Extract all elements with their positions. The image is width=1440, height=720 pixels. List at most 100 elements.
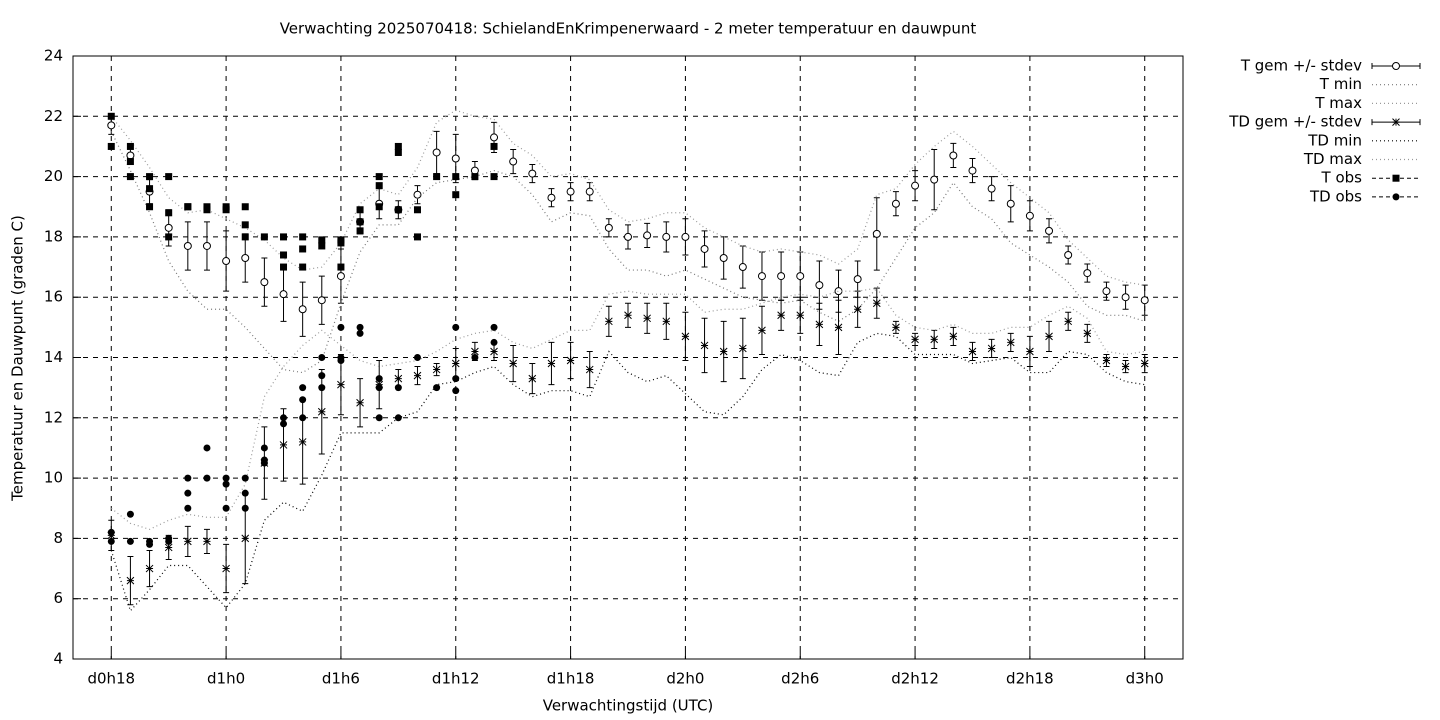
y-tick-label: 18 xyxy=(44,227,63,245)
marker xyxy=(1083,269,1092,278)
marker xyxy=(146,185,154,193)
marker xyxy=(834,323,843,332)
marker xyxy=(336,272,345,281)
marker xyxy=(126,173,134,181)
marker xyxy=(394,142,402,150)
marker xyxy=(375,384,383,392)
x-tick-label: d1h0 xyxy=(207,670,245,688)
marker xyxy=(413,354,421,361)
marker xyxy=(375,173,383,181)
marker xyxy=(1121,293,1130,302)
marker xyxy=(164,223,173,232)
marker xyxy=(700,341,709,350)
marker xyxy=(853,305,862,314)
marker xyxy=(375,203,383,211)
marker xyxy=(375,414,383,422)
marker xyxy=(260,233,268,241)
marker xyxy=(1102,287,1111,296)
y-tick-label: 14 xyxy=(44,348,63,366)
marker xyxy=(165,209,173,217)
marker xyxy=(165,537,173,545)
legend-label: TD max xyxy=(1303,150,1362,168)
marker xyxy=(222,504,230,512)
marker xyxy=(452,375,460,383)
marker xyxy=(280,414,288,422)
marker xyxy=(452,387,460,395)
legend-marker xyxy=(1392,174,1400,182)
marker xyxy=(911,181,920,190)
marker xyxy=(222,257,231,266)
x-tick-label: d2h18 xyxy=(1006,670,1054,688)
marker xyxy=(203,537,211,546)
marker xyxy=(604,223,613,232)
marker xyxy=(1083,329,1092,338)
marker xyxy=(280,251,288,259)
marker xyxy=(318,384,326,392)
marker xyxy=(241,474,249,482)
marker xyxy=(624,311,632,320)
range-line xyxy=(110,332,1145,612)
marker xyxy=(299,414,307,422)
marker xyxy=(509,157,518,166)
marker xyxy=(547,193,556,202)
y-tick-label: 4 xyxy=(53,650,63,668)
marker xyxy=(585,365,594,374)
marker xyxy=(987,344,996,353)
marker xyxy=(490,173,498,181)
marker xyxy=(949,332,958,341)
marker xyxy=(1140,296,1149,305)
marker xyxy=(299,245,307,253)
marker xyxy=(202,241,211,250)
marker xyxy=(280,233,288,241)
marker xyxy=(681,232,690,241)
marker xyxy=(528,169,537,178)
marker xyxy=(777,272,786,281)
marker xyxy=(758,326,766,335)
marker xyxy=(1025,211,1034,220)
marker xyxy=(222,206,230,214)
x-tick-label: d2h0 xyxy=(666,670,704,688)
marker xyxy=(1102,356,1111,365)
y-tick-label: 16 xyxy=(44,288,63,306)
marker xyxy=(413,190,422,199)
marker xyxy=(298,305,307,314)
marker xyxy=(356,329,364,337)
marker xyxy=(375,182,383,190)
marker xyxy=(356,323,364,331)
marker xyxy=(164,543,173,552)
y-tick-label: 10 xyxy=(44,469,63,487)
marker xyxy=(1006,199,1015,208)
y-tick-label: 6 xyxy=(53,589,63,607)
x-tick-label: d1h12 xyxy=(432,670,480,688)
marker xyxy=(279,290,288,299)
marker xyxy=(356,206,364,214)
marker xyxy=(566,187,575,196)
x-tick-label: d0h18 xyxy=(87,670,135,688)
legend-label: TD min xyxy=(1307,131,1362,149)
marker xyxy=(222,480,230,488)
marker xyxy=(184,474,192,482)
marker xyxy=(280,263,288,271)
marker xyxy=(1064,250,1073,259)
x-tick-label: d2h6 xyxy=(781,670,819,688)
marker xyxy=(528,374,537,383)
marker xyxy=(107,121,116,130)
marker xyxy=(241,254,250,263)
marker xyxy=(183,537,192,546)
marker xyxy=(471,354,479,361)
marker xyxy=(968,166,977,175)
marker xyxy=(643,231,652,240)
legend-label: T max xyxy=(1314,94,1362,112)
marker xyxy=(241,203,249,211)
marker xyxy=(183,241,192,250)
marker xyxy=(1006,338,1015,347)
marker xyxy=(203,206,211,214)
marker xyxy=(892,323,900,332)
marker xyxy=(1045,332,1053,341)
marker xyxy=(490,133,499,142)
marker xyxy=(337,239,345,247)
marker xyxy=(949,151,958,160)
marker xyxy=(738,344,747,353)
legend-label: T min xyxy=(1319,75,1362,93)
marker xyxy=(279,441,288,449)
